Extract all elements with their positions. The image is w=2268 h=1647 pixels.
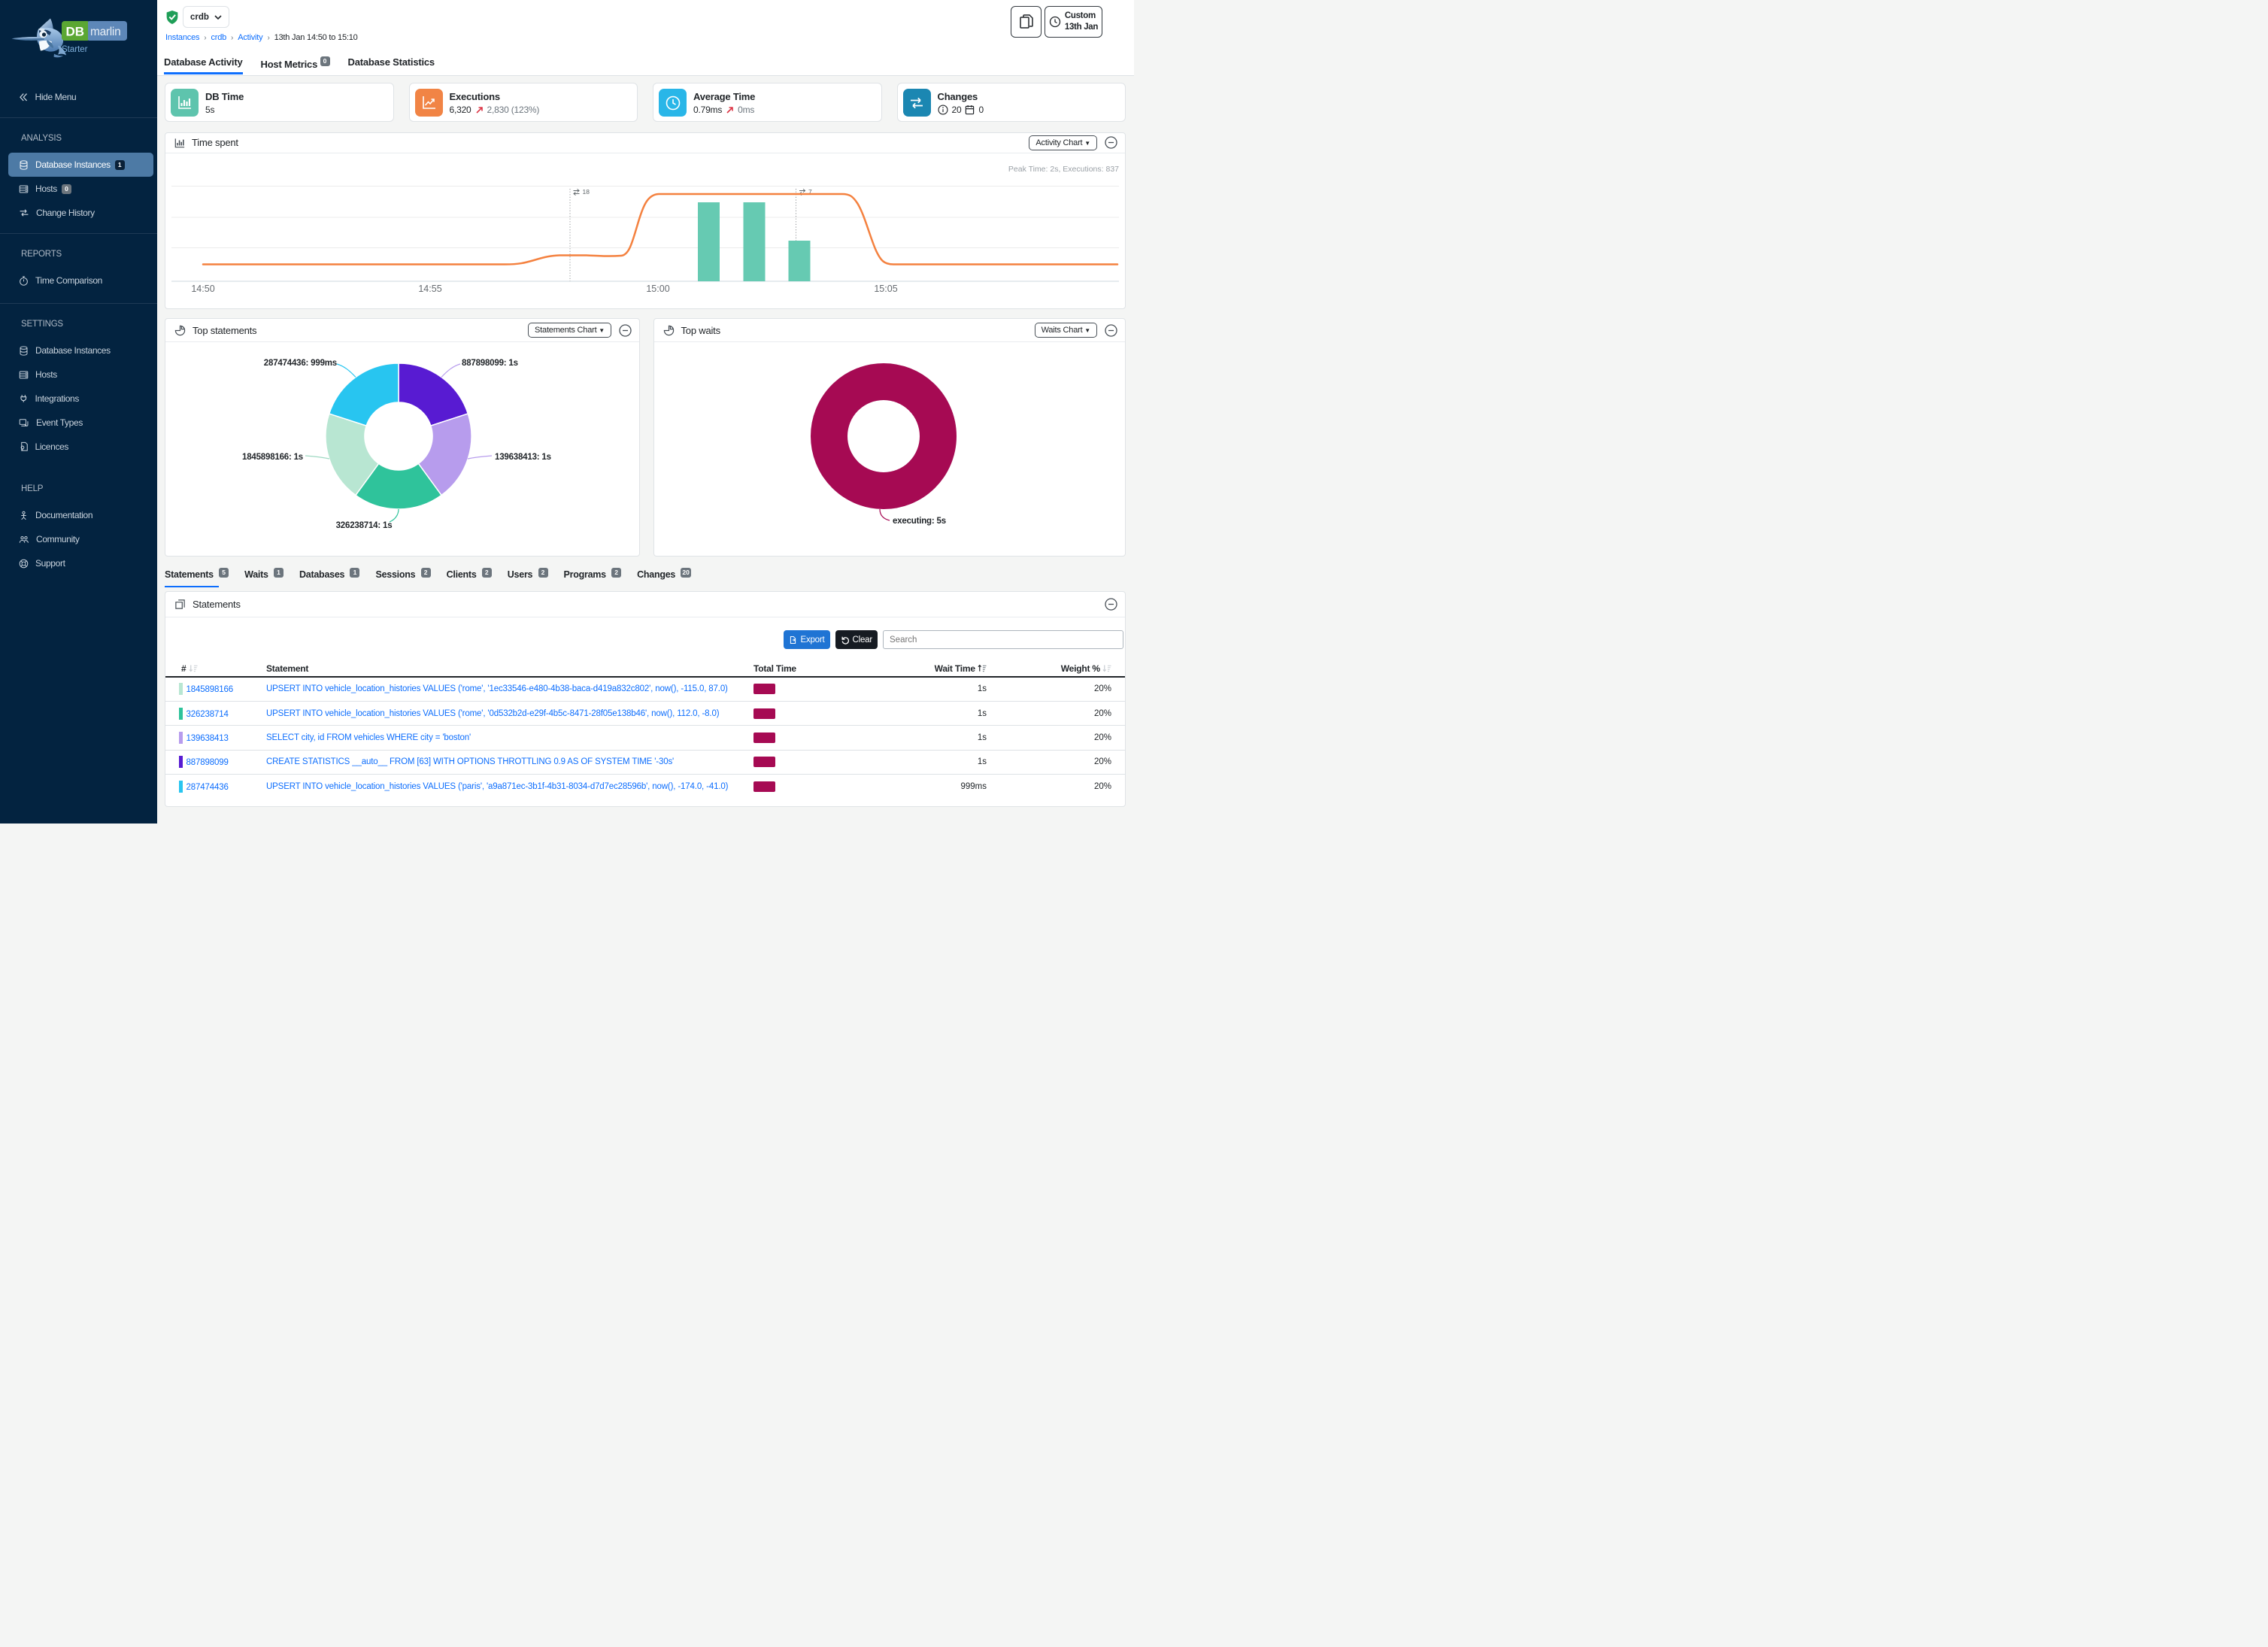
svg-text:executing: 5s: executing: 5s — [893, 517, 946, 526]
svg-text:DB: DB — [66, 25, 85, 39]
svg-text:139638413: 1s: 139638413: 1s — [495, 453, 551, 462]
svg-text:Starter: Starter — [62, 45, 88, 54]
svg-text:1845898166: 1s: 1845898166: 1s — [242, 453, 303, 462]
svg-text:7: 7 — [808, 188, 812, 196]
svg-text:15:00: 15:00 — [646, 284, 669, 294]
svg-text:Peak Time: 2s, Executions: 837: Peak Time: 2s, Executions: 837 — [1008, 165, 1119, 174]
svg-text:14:50: 14:50 — [191, 284, 214, 294]
svg-text:18: 18 — [583, 188, 590, 196]
svg-text:287474436: 999ms: 287474436: 999ms — [264, 359, 337, 368]
svg-text:14:55: 14:55 — [418, 284, 441, 294]
svg-text:15:05: 15:05 — [874, 284, 897, 294]
svg-text:887898099: 1s: 887898099: 1s — [462, 359, 518, 368]
svg-text:326238714: 1s: 326238714: 1s — [336, 521, 393, 530]
svg-text:marlin: marlin — [90, 26, 120, 38]
